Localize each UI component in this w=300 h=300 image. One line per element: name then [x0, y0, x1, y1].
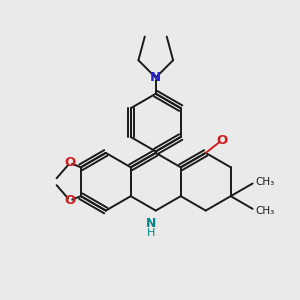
- Text: H: H: [147, 227, 155, 238]
- Text: CH₃: CH₃: [255, 177, 274, 187]
- Text: N: N: [146, 217, 156, 230]
- Text: CH₃: CH₃: [255, 206, 274, 216]
- Text: N: N: [150, 71, 161, 84]
- Text: O: O: [216, 134, 227, 147]
- Text: O: O: [65, 156, 76, 169]
- Text: O: O: [65, 194, 76, 207]
